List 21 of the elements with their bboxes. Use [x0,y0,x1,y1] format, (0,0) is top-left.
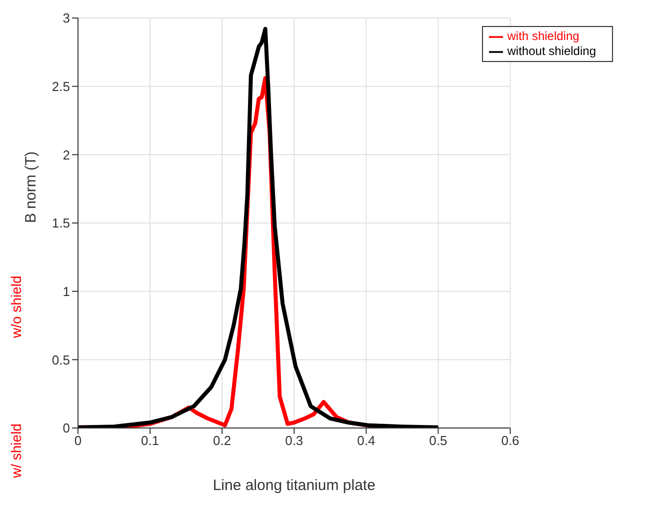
x-tick-label: 0.1 [141,433,160,448]
line-series [78,26,440,428]
y-tick-label: 2 [62,147,70,162]
legend-label: with shielding [507,29,580,43]
x-tick-label: 0.5 [429,433,448,448]
y-tick-label: 2.5 [52,78,70,94]
x-tick-label: 0.2 [213,433,232,448]
y-tick-label: 1 [62,284,70,299]
y-tick-label: 1.5 [52,216,70,231]
y-axis-title: B norm (T) [22,151,40,223]
x-tick-label: 0.3 [285,433,304,448]
x-tick-label: 0.4 [357,433,376,448]
y-tick-label: 3 [62,10,70,26]
legend-label: without shielding [507,44,596,58]
x-axis-title: Line along titanium plate [212,477,376,494]
x-tick-label: 0.6 [501,433,520,448]
y-tick-label: 0 [62,420,70,436]
y-tick-label: 0.5 [52,352,70,368]
x-tick-label: 0 [74,433,82,448]
text: w/o shield [8,276,24,338]
text: w/ shield [8,424,24,478]
